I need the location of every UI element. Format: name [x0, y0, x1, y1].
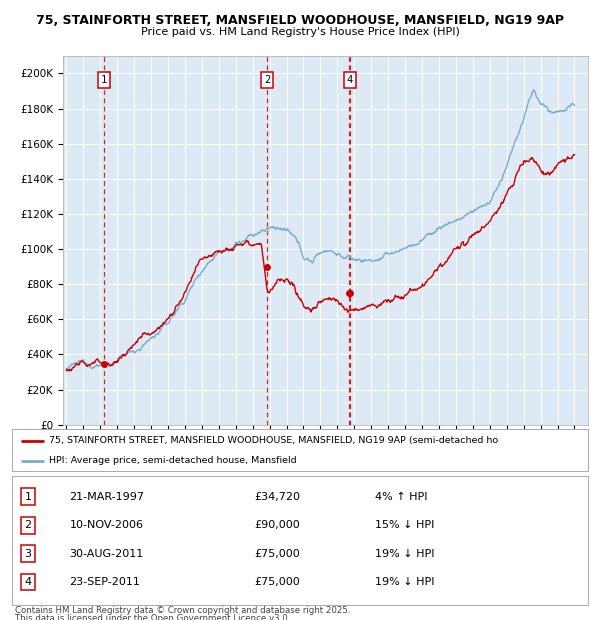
Text: 2: 2: [264, 76, 271, 86]
Text: Contains HM Land Registry data © Crown copyright and database right 2025.: Contains HM Land Registry data © Crown c…: [15, 606, 350, 616]
Text: £75,000: £75,000: [254, 577, 299, 587]
Text: 15% ↓ HPI: 15% ↓ HPI: [375, 520, 434, 530]
Text: £34,720: £34,720: [254, 492, 300, 502]
Text: 30-AUG-2011: 30-AUG-2011: [70, 549, 144, 559]
Text: 1: 1: [101, 76, 107, 86]
Text: £90,000: £90,000: [254, 520, 299, 530]
Text: This data is licensed under the Open Government Licence v3.0.: This data is licensed under the Open Gov…: [15, 614, 290, 620]
Text: HPI: Average price, semi-detached house, Mansfield: HPI: Average price, semi-detached house,…: [49, 456, 297, 465]
Text: 4: 4: [347, 76, 353, 86]
Text: 19% ↓ HPI: 19% ↓ HPI: [375, 577, 434, 587]
Text: Price paid vs. HM Land Registry's House Price Index (HPI): Price paid vs. HM Land Registry's House …: [140, 27, 460, 37]
Text: 4% ↑ HPI: 4% ↑ HPI: [375, 492, 427, 502]
Text: 19% ↓ HPI: 19% ↓ HPI: [375, 549, 434, 559]
Text: 10-NOV-2006: 10-NOV-2006: [70, 520, 143, 530]
Text: 1: 1: [25, 492, 32, 502]
Text: 75, STAINFORTH STREET, MANSFIELD WOODHOUSE, MANSFIELD, NG19 9AP: 75, STAINFORTH STREET, MANSFIELD WOODHOU…: [36, 14, 564, 27]
Text: 21-MAR-1997: 21-MAR-1997: [70, 492, 145, 502]
Text: 2: 2: [25, 520, 32, 530]
Text: 3: 3: [25, 549, 32, 559]
Text: 75, STAINFORTH STREET, MANSFIELD WOODHOUSE, MANSFIELD, NG19 9AP (semi-detached h: 75, STAINFORTH STREET, MANSFIELD WOODHOU…: [49, 436, 499, 445]
Text: 23-SEP-2011: 23-SEP-2011: [70, 577, 140, 587]
Text: 4: 4: [25, 577, 32, 587]
Text: £75,000: £75,000: [254, 549, 299, 559]
